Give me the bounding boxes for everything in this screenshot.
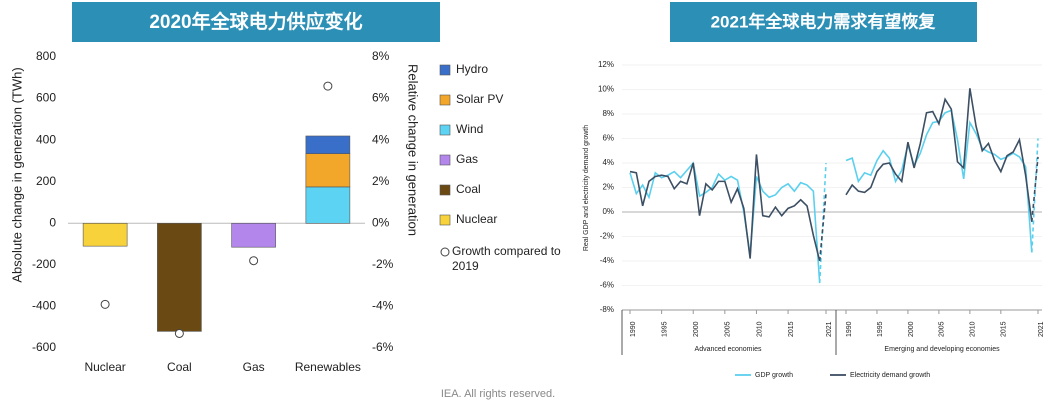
y-tick-label: 0 — [49, 215, 56, 229]
y-tick-label: 8% — [602, 109, 614, 118]
legend-label: Solar PV — [456, 92, 503, 106]
y-tick-label: 600 — [36, 91, 56, 105]
y2-tick-label: -4% — [372, 299, 394, 313]
y2-tick-label: 4% — [372, 132, 390, 146]
y2-tick-label: 8% — [372, 49, 390, 63]
legend-marker — [440, 247, 450, 257]
legend-swatch — [439, 214, 451, 226]
legend-swatch — [439, 184, 451, 196]
x-tick-label: 2005 — [725, 321, 732, 337]
x-tick-label: 2015 — [788, 321, 795, 337]
y-tick-label: 4% — [602, 158, 614, 167]
y2-tick-label: 0% — [372, 215, 390, 229]
x-tick-label: 2021 — [1038, 321, 1045, 337]
y-axis-label: Absolute change in generation (TWh) — [9, 67, 24, 282]
y-tick-label: -4% — [600, 256, 614, 265]
growth-marker — [174, 328, 184, 338]
y2-axis-label: Relative change in generation — [406, 64, 421, 236]
legend-swatch — [439, 64, 451, 76]
x-tick-label: 2000 — [908, 321, 915, 337]
x-tick-label: 2010 — [970, 321, 977, 337]
y2-tick-label: 2% — [372, 174, 390, 188]
x-tick-label: 2021 — [826, 321, 833, 337]
y2-tick-label: 6% — [372, 91, 390, 105]
title-box — [72, 2, 440, 42]
legend-label: Gas — [456, 152, 478, 166]
line-projection — [818, 193, 827, 262]
legend-label: Nuclear — [456, 212, 497, 226]
line-series — [629, 154, 821, 262]
x-tick-label: 2010 — [756, 321, 763, 337]
y-tick-label: 2% — [602, 183, 614, 192]
growth-marker — [100, 299, 110, 309]
legend-label: Growth compared to 2019 — [452, 244, 561, 273]
x-tick-label: Coal — [167, 360, 192, 374]
y-tick-label: 400 — [36, 132, 56, 146]
bar — [157, 222, 202, 332]
bar — [305, 153, 351, 188]
y-tick-label: -600 — [32, 340, 56, 354]
chart-title: 2021年全球电力需求有望恢复 — [711, 11, 937, 31]
y-tick-label: -400 — [32, 299, 56, 313]
legend-swatch — [439, 154, 451, 166]
x-tick-label: 2005 — [939, 321, 946, 337]
title-box — [670, 2, 977, 42]
x-tick-label: 1995 — [661, 321, 668, 337]
footer: IEA. All rights reserved. — [441, 388, 555, 400]
x-tick-label: Gas — [243, 360, 265, 374]
bar — [305, 135, 351, 154]
bar — [305, 186, 351, 224]
y-tick-label: 200 — [36, 174, 56, 188]
bar — [231, 222, 276, 248]
bar — [82, 222, 128, 247]
y-axis-label: Real GDP and electricity demand growth — [583, 125, 590, 251]
y-tick-label: -6% — [600, 281, 614, 290]
legend-label: Hydro — [456, 62, 488, 76]
legend-swatch — [439, 94, 451, 106]
y-tick-label: -200 — [32, 257, 56, 271]
legend-item: Growth compared to 2019 — [452, 244, 561, 273]
line-projection — [818, 162, 827, 284]
y2-tick-label: -2% — [372, 257, 394, 271]
x-tick-label: Renewables — [295, 360, 361, 374]
line-series — [629, 161, 821, 284]
chart-title: 2020年全球电力供应变化 — [149, 10, 362, 33]
legend-label: Electricity demand growth — [850, 372, 930, 379]
legend-label: Coal — [456, 182, 481, 196]
legend-swatch — [439, 124, 451, 136]
y-tick-label: -2% — [600, 232, 614, 241]
y-tick-label: 6% — [602, 134, 614, 143]
x-tick-label: 2000 — [693, 321, 700, 337]
x-tick-label: 2015 — [1001, 321, 1008, 337]
panel-label: Emerging and developing economies — [884, 346, 1000, 353]
growth-marker — [249, 256, 259, 266]
line-projection — [1031, 156, 1039, 222]
x-tick-label: Nuclear — [84, 360, 125, 374]
y-tick-label: 0% — [602, 207, 614, 216]
line-projection — [1031, 138, 1039, 253]
x-tick-label: 1990 — [846, 321, 853, 337]
line-series — [845, 88, 1033, 222]
panel-label: Advanced economies — [695, 346, 762, 353]
x-tick-label: 1995 — [877, 321, 884, 337]
legend-label: Wind — [456, 122, 483, 136]
y-tick-label: 12% — [598, 60, 614, 69]
legend-label: GDP growth — [755, 372, 793, 379]
growth-marker — [323, 81, 333, 91]
y-tick-label: -8% — [600, 305, 614, 314]
y-tick-label: 10% — [598, 85, 614, 94]
y-tick-label: 800 — [36, 49, 56, 63]
y2-tick-label: -6% — [372, 340, 394, 354]
x-tick-label: 1990 — [630, 321, 637, 337]
